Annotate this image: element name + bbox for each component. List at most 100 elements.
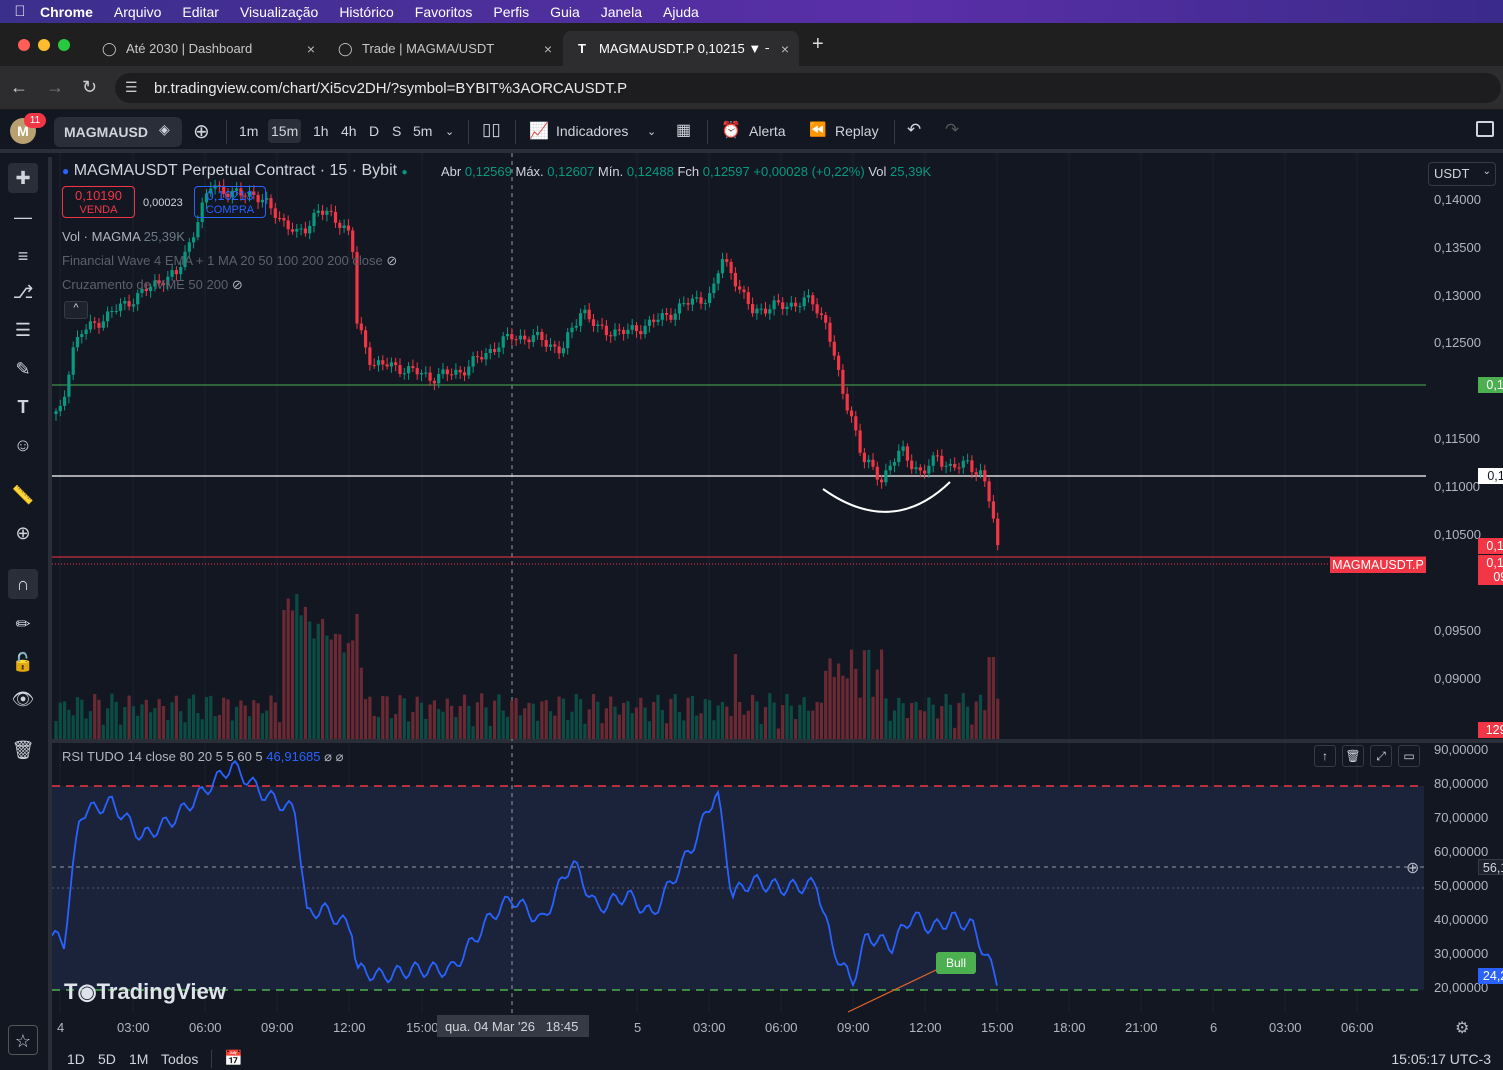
close-tab-icon[interactable]: × bbox=[543, 40, 552, 57]
candle-body bbox=[733, 272, 737, 287]
fullscreen-icon[interactable] bbox=[1476, 121, 1494, 137]
timeframe-s[interactable]: S bbox=[392, 123, 402, 139]
hidden-eye-icon[interactable]: ⊘ bbox=[386, 253, 398, 268]
minimize-window-button[interactable] bbox=[38, 39, 50, 51]
timeframe-5m[interactable]: 5m bbox=[413, 123, 433, 139]
volume-bar bbox=[978, 694, 983, 739]
volume-bar bbox=[579, 699, 583, 739]
timeframe-1h[interactable]: 1h bbox=[313, 123, 329, 139]
move-up-icon[interactable]: ↑ bbox=[1314, 745, 1336, 767]
timeframe-15m[interactable]: 15m bbox=[268, 119, 302, 143]
timeframe-1m[interactable]: 1m bbox=[239, 123, 259, 139]
delete-pane-icon[interactable]: 🗑 bbox=[1342, 745, 1364, 767]
apple-icon[interactable]:  bbox=[0, 3, 40, 20]
crosshair-icon[interactable]: ✚ bbox=[8, 163, 38, 193]
menu-janela[interactable]: Janela bbox=[600, 3, 642, 20]
menu-perfis[interactable]: Perfis bbox=[493, 3, 530, 20]
close-tab-icon[interactable]: × bbox=[306, 40, 315, 57]
alert-button[interactable]: Alerta bbox=[749, 123, 786, 139]
lock-icon[interactable]: 🔓 bbox=[11, 652, 35, 672]
url-field[interactable]: ☰ br.tradingview.com/chart/Xi5cv2DH/?sym… bbox=[115, 73, 1501, 103]
text-icon[interactable]: T bbox=[17, 397, 29, 417]
menu-ajuda[interactable]: Ajuda bbox=[663, 3, 699, 20]
menu-editar[interactable]: Editar bbox=[182, 3, 219, 20]
rewind-icon[interactable]: ⏪ bbox=[809, 121, 827, 137]
replay-button[interactable]: Replay bbox=[835, 123, 879, 139]
candle-body bbox=[978, 470, 983, 475]
pencil-lock-icon[interactable]: ✏ bbox=[15, 614, 31, 634]
menu-arquivo[interactable]: Arquivo bbox=[113, 3, 162, 20]
compare-add-icon[interactable]: ⊕ bbox=[193, 121, 210, 143]
price-chart[interactable] bbox=[52, 153, 1503, 1070]
menu-chrome[interactable]: Chrome bbox=[40, 3, 93, 20]
redo-icon[interactable]: ↷ bbox=[945, 120, 960, 139]
collapse-legend-button[interactable]: ^ bbox=[64, 301, 88, 319]
browser-tab[interactable]: ◯ Até 2030 | Dashboard × bbox=[90, 31, 325, 66]
forward-icon[interactable]: → bbox=[46, 77, 64, 97]
collapse-pane-icon[interactable]: ▭ bbox=[1398, 745, 1420, 767]
ema-cross-legend[interactable]: Cruzamento de MME 50 200 ⊘ bbox=[62, 277, 243, 293]
indicators-icon[interactable]: 📈 bbox=[529, 123, 549, 140]
rsi-legend[interactable]: RSI TUDO 14 close 80 20 5 5 60 5 46,9168… bbox=[62, 749, 343, 765]
volume-bar bbox=[179, 711, 183, 739]
browser-tab-active[interactable]: T MAGMAUSDT.P 0,10215 ▼ −1 × bbox=[563, 31, 799, 66]
trend-line-icon[interactable]: — bbox=[14, 207, 32, 227]
zoom-in-icon[interactable]: ⊕ bbox=[15, 523, 31, 543]
indicators-button[interactable]: Indicadores bbox=[556, 123, 629, 139]
url-text[interactable]: br.tradingview.com/chart/Xi5cv2DH/?symbo… bbox=[154, 80, 628, 97]
chart-area[interactable]: ● MAGMAUSDT Perpetual Contract · 15 · By… bbox=[52, 153, 1503, 1070]
back-icon[interactable]: ← bbox=[10, 77, 28, 97]
sell-button[interactable]: 0,10190 VENDA bbox=[62, 186, 135, 218]
chevron-down-icon[interactable]: ⌄ bbox=[445, 126, 455, 138]
symbol-info-icon[interactable]: ◈ bbox=[159, 121, 170, 137]
fib-icon[interactable]: ☰ bbox=[14, 320, 32, 340]
menu-historico[interactable]: Histórico bbox=[339, 3, 394, 20]
calendar-icon[interactable]: 📅 bbox=[224, 1050, 243, 1067]
maximize-pane-icon[interactable]: ⤢ bbox=[1370, 745, 1392, 767]
volume-bar bbox=[359, 667, 363, 739]
buy-button[interactable]: 0,10213 COMPRA bbox=[194, 186, 266, 218]
timeframe-d[interactable]: D bbox=[369, 123, 380, 139]
volume-bar bbox=[867, 649, 871, 739]
star-icon[interactable]: ☆ bbox=[8, 1025, 38, 1055]
close-tab-icon[interactable]: × bbox=[780, 40, 789, 57]
wave-indicator-legend[interactable]: Financial Wave 4 EMA + 1 MA 20 50 100 20… bbox=[62, 253, 397, 269]
hidden-eye-icon[interactable]: ⊘ bbox=[231, 277, 243, 292]
pattern-icon[interactable]: ⎇ bbox=[12, 282, 34, 302]
range-1m[interactable]: 1M bbox=[129, 1051, 149, 1067]
browser-tab[interactable]: ◯ Trade | MAGMA/USDT × bbox=[326, 31, 562, 66]
currency-select[interactable]: USDT ⌄ bbox=[1428, 162, 1496, 186]
close-window-button[interactable] bbox=[18, 39, 30, 51]
site-settings-icon[interactable]: ☰ bbox=[125, 79, 138, 95]
settings-gear-icon[interactable]: ⚙ bbox=[1455, 1020, 1470, 1037]
range-1d[interactable]: 1D bbox=[67, 1051, 85, 1067]
layouts-icon[interactable]: ▦ bbox=[676, 122, 692, 139]
magnet-icon[interactable]: ∩ bbox=[8, 569, 38, 599]
volume-bar bbox=[652, 702, 656, 739]
menu-guia[interactable]: Guia bbox=[550, 3, 580, 20]
eye-icon[interactable]: 👁 bbox=[11, 689, 35, 709]
candle-body bbox=[591, 319, 596, 326]
add-plus-icon[interactable]: ⊕ bbox=[1406, 860, 1420, 877]
menu-favoritos[interactable]: Favoritos bbox=[414, 3, 473, 20]
candles-icon[interactable]: ▯▯ bbox=[482, 120, 501, 139]
undo-icon[interactable]: ↶ bbox=[907, 120, 922, 139]
indicator-name: Financial Wave 4 EMA + 1 MA 20 50 100 20… bbox=[62, 253, 383, 268]
range-all[interactable]: Todos bbox=[161, 1051, 199, 1067]
reload-icon[interactable]: ↻ bbox=[82, 77, 98, 97]
timeframe-4h[interactable]: 4h bbox=[341, 123, 357, 139]
horizontal-lines-icon[interactable]: ≡ bbox=[17, 246, 29, 266]
menu-visualizacao[interactable]: Visualização bbox=[239, 3, 319, 20]
trash-icon[interactable]: 🗑 bbox=[11, 740, 35, 760]
ruler-icon[interactable]: 📏 bbox=[11, 485, 35, 505]
brush-icon[interactable]: ✎ bbox=[15, 359, 31, 379]
chevron-down-icon[interactable]: ⌄ bbox=[647, 126, 657, 138]
volume-indicator-legend[interactable]: Vol · MAGMA 25,39K bbox=[62, 229, 185, 244]
range-5d[interactable]: 5D bbox=[98, 1051, 116, 1067]
emoji-icon[interactable]: ☺ bbox=[13, 435, 33, 455]
new-tab-button[interactable]: + bbox=[812, 33, 824, 55]
tradingview-watermark[interactable]: Т◉TradingView bbox=[64, 979, 226, 1005]
zoom-window-button[interactable] bbox=[58, 39, 70, 51]
symbol-search[interactable]: MAGMAUSD bbox=[54, 117, 182, 147]
alarm-icon[interactable]: ⏰ bbox=[721, 122, 741, 139]
